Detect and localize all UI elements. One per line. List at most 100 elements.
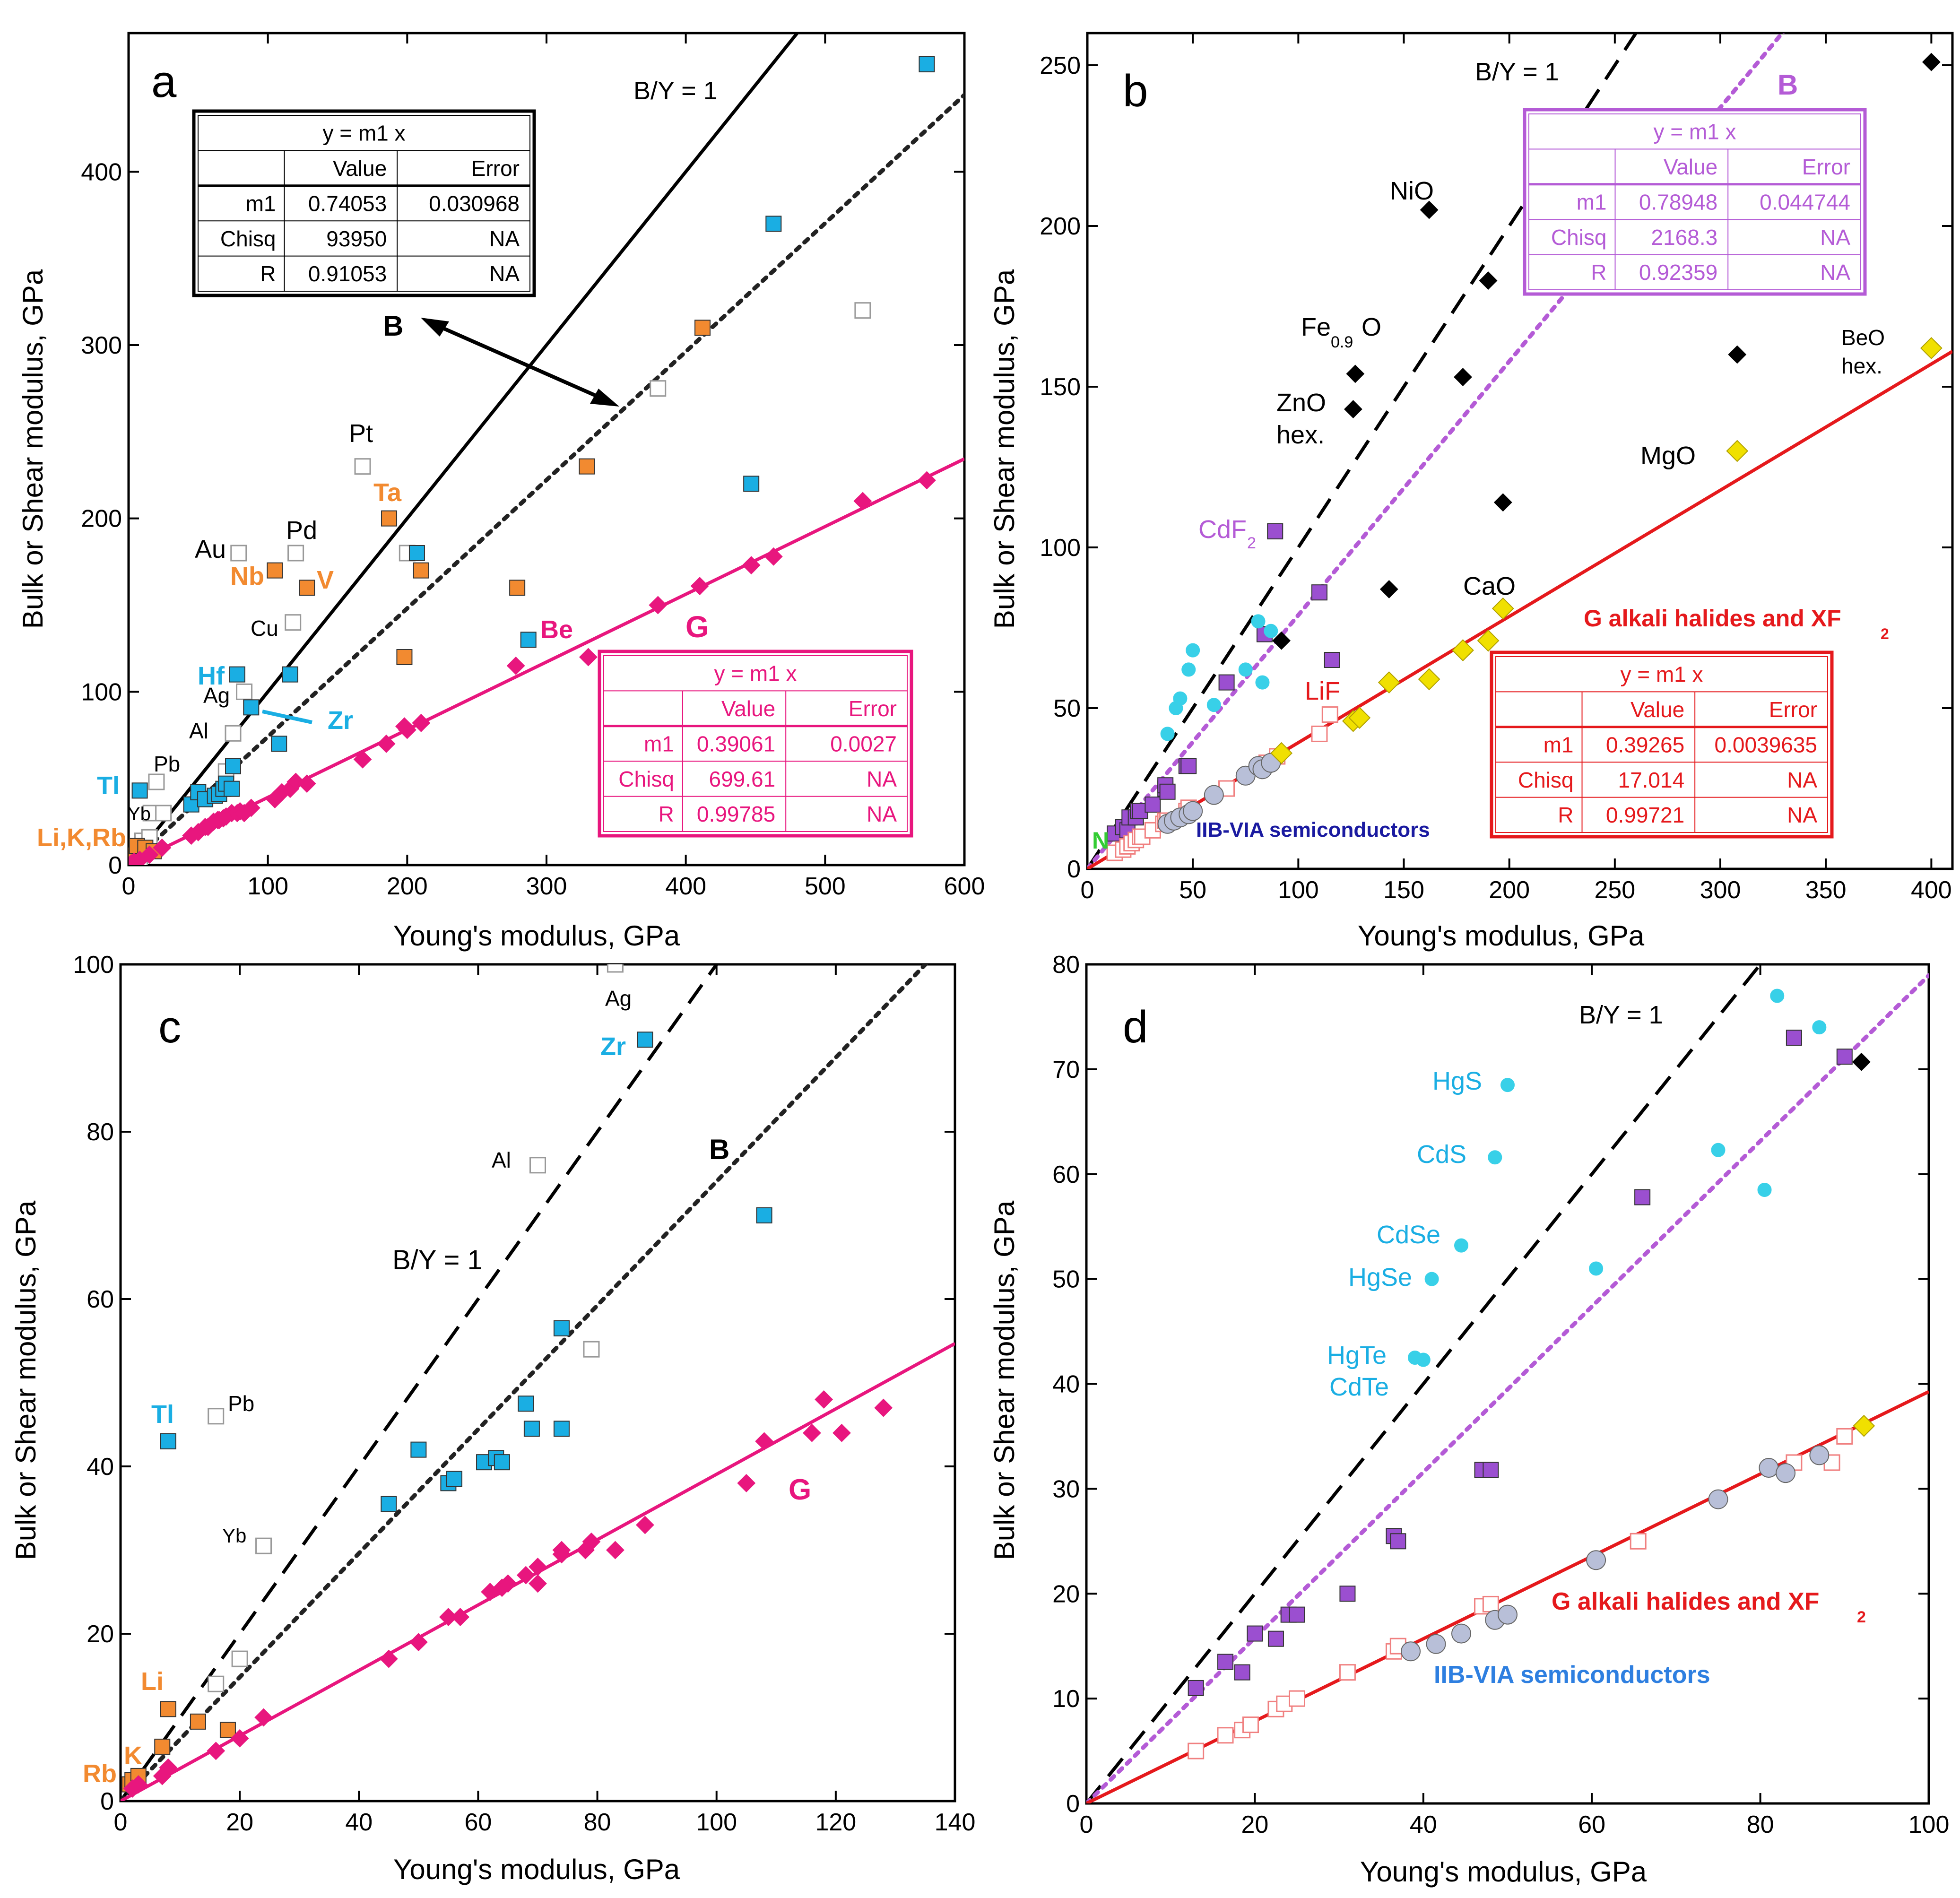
x-tick-label-b: 50 bbox=[1179, 876, 1206, 904]
y-tick-label-d: 60 bbox=[1052, 1161, 1080, 1188]
c-xlabel: Young's modulus, GPa bbox=[393, 1854, 680, 1885]
b-galk-sub: 2 bbox=[1881, 625, 1889, 642]
point-b-oxides bbox=[1272, 631, 1291, 650]
point-b-iib-via-semiconductors bbox=[1424, 1272, 1439, 1286]
x-tick-label-c: 100 bbox=[696, 1809, 737, 1836]
fit-table-cell: 0.0027 bbox=[830, 731, 897, 756]
d-iibvia-label: IIB-VIA semiconductors bbox=[1434, 1661, 1710, 1689]
x-tick-label-c: 80 bbox=[584, 1809, 611, 1836]
point-b-alkali-halides bbox=[1786, 1030, 1802, 1046]
fit-table-cell: NA bbox=[1820, 260, 1850, 285]
point-g-iib-via-semiconductors bbox=[1759, 1458, 1779, 1478]
y-tick-label-c: 100 bbox=[73, 951, 114, 979]
panel-c-annotations: c Ag Zr Al B B/Y = 1 Tl Pb Yb G Li K Rb bbox=[83, 986, 811, 1788]
fit-table-cell: 0.99721 bbox=[1606, 803, 1684, 827]
point-b-orange-metals bbox=[509, 580, 526, 596]
x-tick-label-a: 0 bbox=[122, 873, 136, 900]
point-b-alkali-halides bbox=[1159, 783, 1176, 800]
fit-table-cell: 0.39265 bbox=[1606, 732, 1684, 757]
point-g-alkali-halides-and-xf2 bbox=[1217, 1727, 1234, 1744]
d-ylabel: Bulk or Shear modulus, GPa bbox=[989, 1200, 1020, 1560]
x-tick-label-d: 100 bbox=[1908, 1811, 1950, 1838]
point-b-oxides bbox=[1420, 200, 1439, 219]
point-b-other-metals bbox=[529, 1157, 546, 1174]
point-g bbox=[815, 1390, 833, 1409]
point-g bbox=[833, 1423, 851, 1442]
y-tick-label-a: 400 bbox=[81, 158, 122, 186]
point-g-iib-via-semiconductors bbox=[1426, 1634, 1446, 1654]
point-b-blue-metals bbox=[410, 1441, 427, 1458]
fit-line-b-fit bbox=[129, 93, 964, 865]
x-tick-label-c: 0 bbox=[114, 1809, 128, 1836]
point-b-oxides bbox=[1479, 271, 1498, 290]
d-xlabel: Young's modulus, GPa bbox=[1360, 1856, 1647, 1888]
point-b-other-metals bbox=[287, 545, 304, 562]
point-g bbox=[606, 1541, 624, 1560]
a-v-label: V bbox=[317, 566, 334, 594]
plot-area-c bbox=[121, 964, 955, 1801]
a-tl-label: Tl bbox=[97, 771, 120, 800]
fit-table-cell: R bbox=[1591, 260, 1606, 285]
point-b-alkali-halides bbox=[1267, 1630, 1284, 1647]
point-b-orange-metals bbox=[413, 562, 429, 579]
point-b-blue-metals bbox=[523, 1421, 540, 1437]
point-g bbox=[755, 1432, 773, 1451]
point-g-iib-via-semiconductors bbox=[1401, 1641, 1421, 1662]
point-g-oxides bbox=[1418, 668, 1440, 691]
c-ag-label: Ag bbox=[605, 986, 632, 1011]
d-cds-label: CdS bbox=[1417, 1140, 1466, 1169]
x-tick-label-c: 40 bbox=[345, 1809, 373, 1836]
fit-table-cell: 17.014 bbox=[1618, 768, 1684, 792]
fit-table-cell: 0.044744 bbox=[1760, 190, 1850, 214]
y-tick-label-a: 200 bbox=[81, 505, 122, 533]
a-xlabel: Young's modulus, GPa bbox=[393, 920, 680, 952]
fit-table-cell: 93950 bbox=[326, 226, 387, 251]
a-zr-pointer bbox=[262, 710, 312, 724]
point-g-oxides bbox=[1452, 639, 1474, 662]
panel-b-marks bbox=[1087, 33, 1952, 869]
panel-d-letter: d bbox=[1123, 1002, 1148, 1052]
fit-table-cell: m1 bbox=[1577, 190, 1607, 214]
point-b-other-metals bbox=[230, 545, 247, 562]
point-g-iib-via-semiconductors bbox=[1809, 1445, 1830, 1465]
panel-a-marks bbox=[129, 33, 964, 865]
x-tick-label-d: 80 bbox=[1747, 1811, 1774, 1838]
point-b-alkali-halides bbox=[1145, 797, 1161, 813]
x-tick-label-c: 140 bbox=[935, 1809, 976, 1836]
fit-table-cell: NA bbox=[1787, 768, 1817, 792]
point-b-alkali-halides bbox=[1339, 1586, 1356, 1602]
c-pb-label: Pb bbox=[228, 1391, 254, 1416]
c-li-label: Li bbox=[141, 1667, 164, 1696]
fit-line-b-fit bbox=[1087, 33, 1785, 869]
point-g-iib-via-semiconductors bbox=[1204, 785, 1224, 805]
point-b-iib-via-semiconductors bbox=[1255, 675, 1270, 690]
y-tick-label-b: 0 bbox=[1067, 856, 1081, 883]
x-tick-label-a: 500 bbox=[805, 873, 846, 900]
point-g-alkali-halides-and-xf2 bbox=[1823, 1454, 1840, 1471]
point-g-iib-via-semiconductors bbox=[1498, 1604, 1518, 1625]
panel-a-letter: a bbox=[151, 56, 177, 107]
point-g-oxides bbox=[1726, 440, 1749, 462]
c-b-label: B bbox=[709, 1134, 729, 1165]
point-b-other-metals bbox=[650, 380, 667, 397]
point-b-other-metals bbox=[854, 302, 871, 319]
fit-table-cell: 0.74053 bbox=[308, 191, 387, 216]
point-b-oxides bbox=[1852, 1052, 1871, 1071]
x-tick-label-d: 60 bbox=[1578, 1811, 1605, 1838]
point-b-other-metals bbox=[225, 725, 242, 742]
plot-area-d bbox=[1086, 964, 1929, 1803]
x-tick-label-c: 120 bbox=[815, 1809, 856, 1836]
x-tick-label-a: 200 bbox=[387, 873, 428, 900]
fit-table-header: Value bbox=[1664, 155, 1717, 179]
fit-table-header: Value bbox=[333, 156, 387, 181]
fit-table-header: Error bbox=[1769, 697, 1817, 722]
point-g-iib-via-semiconductors bbox=[1451, 1623, 1471, 1644]
point-b-other-metals bbox=[354, 458, 371, 475]
b-xlabel: Young's modulus, GPa bbox=[1358, 920, 1645, 952]
point-g bbox=[409, 1633, 428, 1652]
x-tick-label-c: 20 bbox=[226, 1809, 253, 1836]
point-g bbox=[379, 1649, 398, 1668]
a-b-arrow-head-right bbox=[590, 389, 619, 407]
point-b-blue-metals bbox=[520, 632, 537, 648]
point-b-blue-metals bbox=[225, 758, 241, 774]
